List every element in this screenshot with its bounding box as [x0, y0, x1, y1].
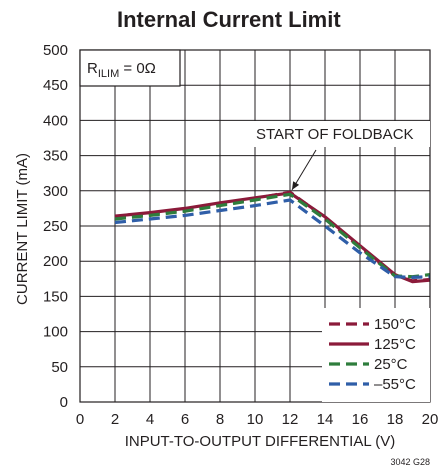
y-tick-label: 100 [43, 324, 68, 341]
annotation-text: START OF FOLDBACK [256, 126, 414, 143]
y-axis-label: CURRENT LIMIT (mA) [14, 153, 31, 305]
condition-text: RILIM = 0Ω [87, 60, 156, 80]
x-tick-label: 2 [111, 411, 119, 428]
x-tick-label: 14 [317, 411, 334, 428]
y-tick-label: 500 [43, 42, 68, 59]
x-tick-label: 12 [282, 411, 299, 428]
plot-frame [79, 49, 431, 403]
legend-label-2: 25°C [374, 356, 408, 373]
foldback-annotation: START OF FOLDBACK [252, 121, 430, 191]
y-tick-label: 250 [43, 218, 68, 235]
legend-label-0: 150°C [374, 316, 416, 333]
series-line-3 [114, 198, 431, 279]
x-axis-label: INPUT-TO-OUTPUT DIFFERENTIAL (V) [125, 433, 396, 450]
annotation-arrow-head [292, 181, 300, 190]
legend-label-3: –55°C [374, 376, 416, 393]
series-line-2 [114, 192, 431, 279]
annotation-bg [252, 121, 430, 147]
y-tick-label: 50 [51, 359, 68, 376]
x-tick-label: 16 [352, 411, 369, 428]
y-tick-label: 400 [43, 112, 68, 129]
x-tick-label: 18 [387, 411, 404, 428]
chart-title: Internal Current Limit [117, 7, 341, 32]
x-tick-label: 4 [146, 411, 154, 428]
condition-box [79, 49, 181, 87]
legend-label-1: 125°C [374, 336, 416, 353]
figure-id: 3042 G28 [390, 457, 430, 467]
series-lines [114, 190, 431, 284]
y-tick-label: 200 [43, 253, 68, 270]
y-tick-label: 450 [43, 77, 68, 94]
y-tick-label: 350 [43, 148, 68, 165]
x-tick-label: 10 [247, 411, 264, 428]
tick-labels: 0 2 4 6 8 10 12 14 16 18 2005010015020025030035040… [43, 42, 438, 428]
x-tick-label: 20 [422, 411, 439, 428]
x-tick-label: 6 [181, 411, 189, 428]
legend: 150°C 125°C 25°C –55°C [322, 308, 430, 402]
y-tick-label: 300 [43, 183, 68, 200]
y-tick-label: 0 [60, 394, 68, 411]
x-tick-label: 8 [216, 411, 224, 428]
x-tick-label: 0 [76, 411, 84, 428]
y-tick-label: 150 [43, 288, 68, 305]
condition-label: RILIM = 0Ω [79, 49, 181, 87]
